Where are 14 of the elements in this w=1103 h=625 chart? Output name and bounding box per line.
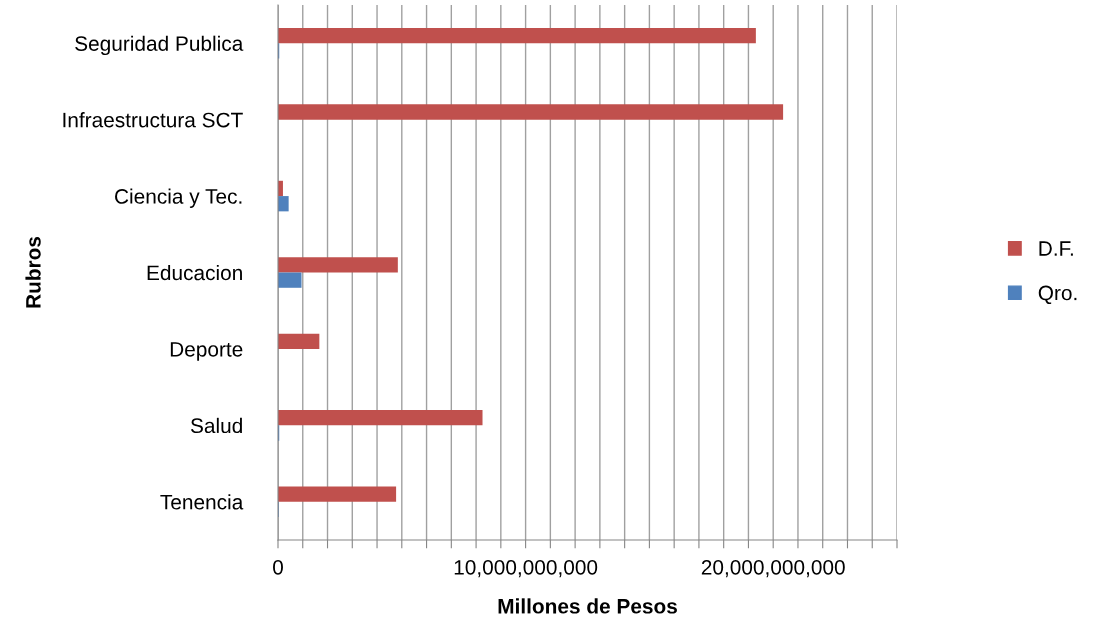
y-tick-label: Seguridad Publica [75, 35, 244, 56]
y-tick-label: Educacion [147, 264, 242, 281]
y-tick-label: Tenencia [160, 494, 244, 510]
legend-label: D.F. [1039, 241, 1073, 256]
y-tick-label: Infraestructura SCT [63, 112, 243, 128]
x-tick-label: 0 [273, 559, 283, 575]
y-tick-label: Deporte [170, 342, 243, 361]
x-tick-label: 10,000,000,000 [454, 559, 598, 578]
x-tick-label: 20,000,000,000 [701, 559, 845, 578]
x-axis-title: Millones de Pesos [498, 598, 677, 614]
y-axis-title: Rubros [25, 236, 41, 308]
legend-label: Qro. [1038, 285, 1077, 305]
y-tick-label: Salud [190, 417, 242, 434]
y-tick-label: Ciencia y Tec. [115, 188, 242, 208]
